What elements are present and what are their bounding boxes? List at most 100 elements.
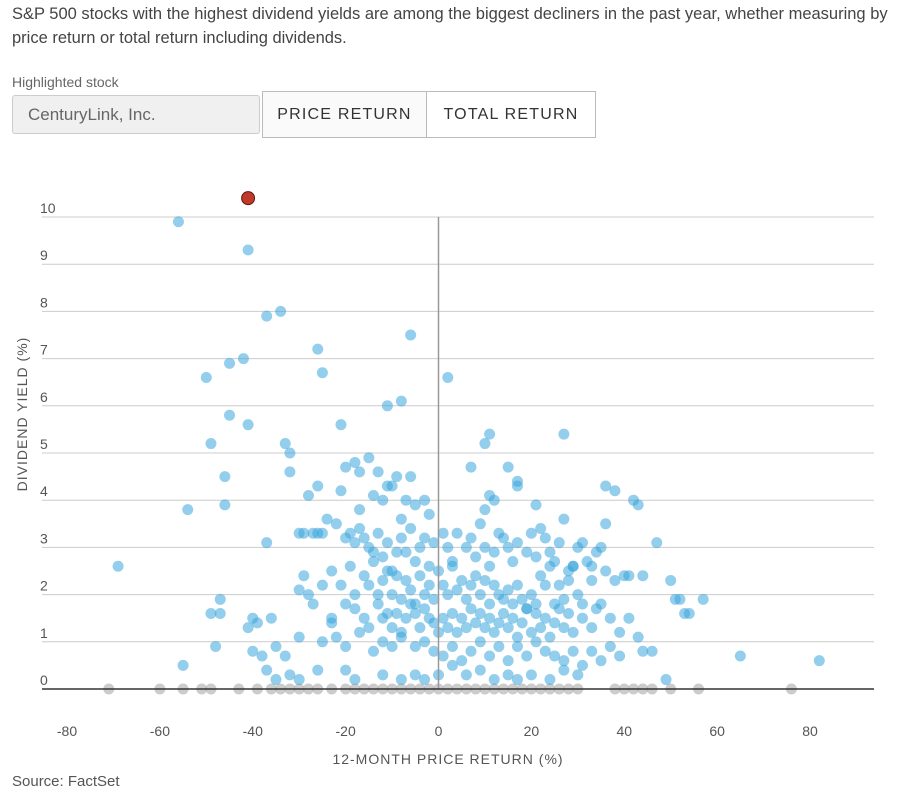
data-point	[395, 513, 407, 525]
data-point	[335, 485, 347, 497]
data-point	[474, 589, 486, 601]
data-point	[470, 570, 482, 582]
data-point	[460, 541, 472, 553]
data-point	[646, 645, 658, 657]
data-point	[530, 551, 542, 563]
data-point	[674, 593, 686, 605]
data-point	[660, 674, 672, 686]
data-point	[293, 674, 305, 686]
data-point	[391, 570, 403, 582]
x-tick-label: -20	[336, 723, 356, 739]
data-point	[349, 589, 361, 601]
data-point	[302, 489, 314, 501]
data-point	[205, 607, 217, 619]
data-point	[284, 466, 296, 478]
data-point	[549, 650, 561, 662]
highlighted-stock-label: Highlighted stock	[12, 74, 119, 90]
data-point	[395, 395, 407, 407]
data-point	[525, 527, 537, 539]
data-point	[330, 518, 342, 530]
data-point	[358, 532, 370, 544]
data-point	[354, 523, 366, 535]
data-point	[572, 669, 584, 681]
data-point	[400, 494, 412, 506]
data-point	[367, 645, 379, 657]
data-point	[446, 560, 458, 572]
data-point	[409, 641, 421, 653]
data-point	[511, 579, 523, 591]
data-point	[298, 570, 310, 582]
data-point	[535, 622, 547, 634]
data-point	[488, 579, 500, 591]
data-point	[237, 353, 249, 365]
y-tick-label: 9	[40, 247, 48, 263]
data-point	[586, 622, 598, 634]
data-point	[428, 537, 440, 549]
data-point	[479, 541, 491, 553]
data-point	[544, 631, 556, 643]
data-point	[363, 579, 375, 591]
data-point	[521, 546, 533, 558]
data-point	[247, 645, 259, 657]
data-point	[367, 489, 379, 501]
data-point	[112, 560, 124, 572]
data-point	[409, 607, 421, 619]
price-return-toggle[interactable]: PRICE RETURN	[262, 91, 427, 138]
x-tick-label: -60	[150, 723, 170, 739]
data-point	[488, 626, 500, 638]
data-point	[344, 527, 356, 539]
data-point	[261, 664, 273, 676]
data-point	[470, 551, 482, 563]
data-point	[372, 589, 384, 601]
data-point	[456, 574, 468, 586]
data-point	[340, 641, 352, 653]
data-point	[214, 607, 226, 619]
data-point	[386, 622, 398, 634]
data-point	[242, 244, 254, 256]
data-point	[265, 612, 277, 624]
data-point	[312, 343, 324, 355]
data-point	[256, 650, 268, 662]
data-point	[395, 593, 407, 605]
data-point	[498, 607, 510, 619]
data-point	[465, 532, 477, 544]
data-point	[442, 371, 454, 383]
data-point	[502, 541, 514, 553]
data-point	[530, 607, 542, 619]
data-point	[553, 579, 565, 591]
data-point	[405, 598, 417, 610]
axes	[42, 217, 874, 690]
data-point	[553, 537, 565, 549]
x-axis-title: 12-MONTH PRICE RETURN (%)	[332, 751, 563, 767]
data-point	[502, 669, 514, 681]
data-point	[354, 504, 366, 516]
data-point	[604, 612, 616, 624]
data-point	[502, 461, 514, 473]
data-point	[354, 626, 366, 638]
data-point	[409, 556, 421, 568]
data-point	[200, 371, 212, 383]
highlighted-stock-input[interactable]	[12, 95, 260, 134]
data-point	[456, 655, 468, 667]
data-point	[437, 527, 449, 539]
data-point	[614, 626, 626, 638]
data-point	[395, 532, 407, 544]
data-point	[423, 508, 435, 520]
highlighted-stock-point	[241, 191, 256, 206]
data-point	[377, 494, 389, 506]
total-return-toggle[interactable]: TOTAL RETURN	[426, 91, 596, 138]
y-tick-label: 5	[40, 436, 48, 452]
data-point	[558, 428, 570, 440]
data-point	[349, 456, 361, 468]
data-point	[576, 659, 588, 671]
data-point	[535, 570, 547, 582]
data-point	[279, 438, 291, 450]
data-point	[363, 452, 375, 464]
data-point	[354, 466, 366, 478]
data-point	[498, 593, 510, 605]
data-point	[451, 527, 463, 539]
data-point	[302, 589, 314, 601]
data-point	[558, 593, 570, 605]
data-point	[442, 622, 454, 634]
